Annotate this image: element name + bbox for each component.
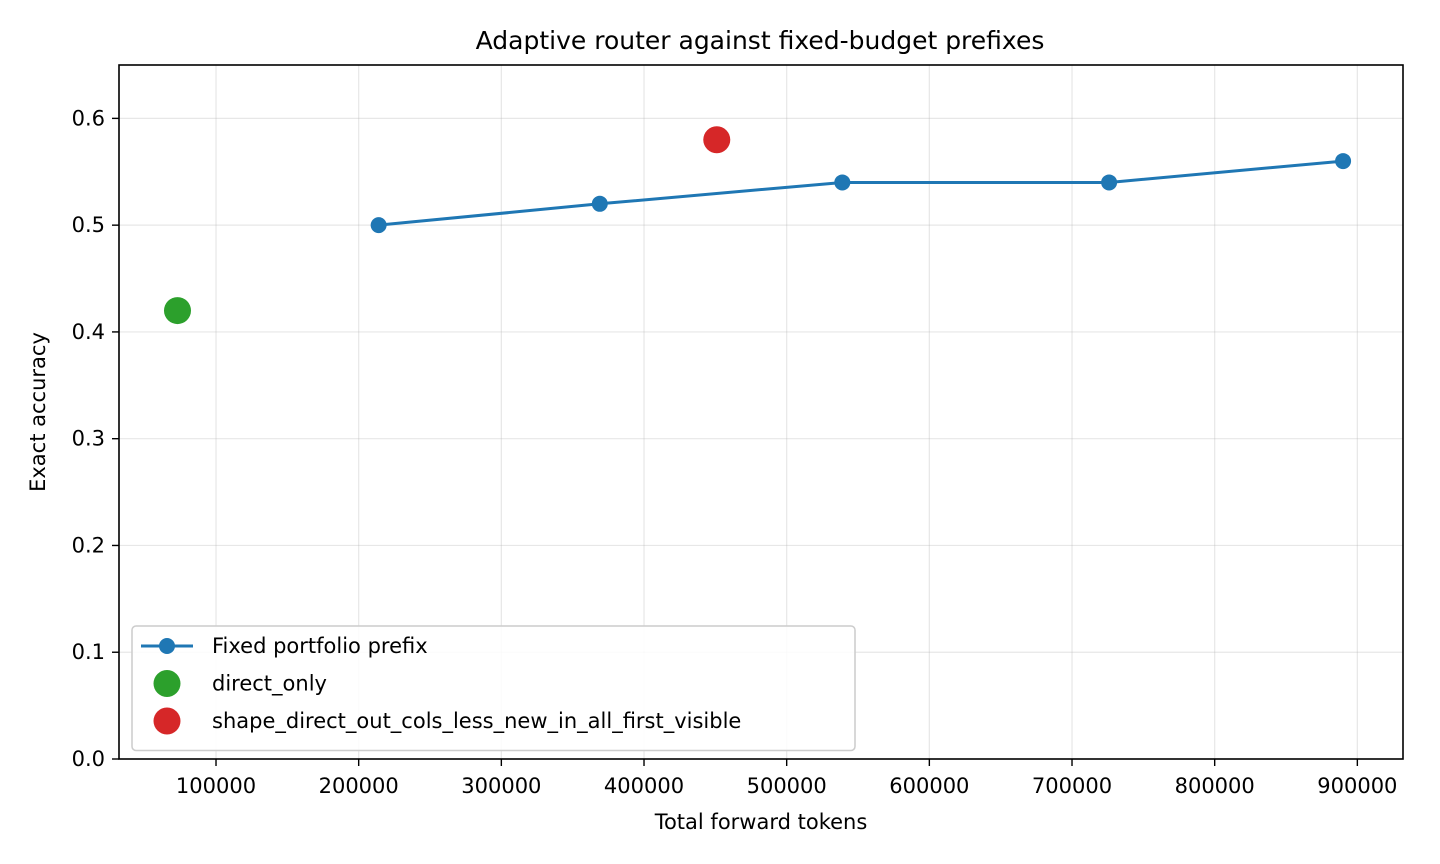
- y-axis-ticks: 0.0 0.1 0.2 0.3 0.4 0.5 0.6: [72, 106, 119, 771]
- data-point: [834, 174, 851, 191]
- y-tick-label: 0.1: [72, 640, 105, 664]
- legend-item: shape_direct_out_cols_less_new_in_all_fi…: [153, 707, 741, 735]
- legend-marker: [153, 670, 181, 697]
- y-tick-label: 0.4: [72, 320, 105, 344]
- data-point: [1335, 153, 1352, 170]
- y-tick-label: 0.6: [72, 106, 105, 130]
- legend-box: [131, 625, 856, 752]
- legend: Fixed portfolio prefix direct_only shape_d…: [131, 625, 856, 752]
- y-tick-label: 0.0: [72, 747, 105, 771]
- x-axis-label: Total forward tokens: [654, 810, 868, 834]
- x-tick-label: 900000: [1317, 774, 1397, 798]
- legend-label: shape_direct_out_cols_less_new_in_all_fi…: [212, 709, 741, 734]
- x-tick-label: 100000: [176, 774, 256, 798]
- plot-frame: [118, 64, 1404, 760]
- x-tick-label: 200000: [319, 774, 399, 798]
- legend-marker: [153, 707, 181, 735]
- series-2: [703, 126, 731, 154]
- x-tick-label: 700000: [1032, 774, 1112, 798]
- data-point: [370, 217, 387, 234]
- x-tick-label: 300000: [461, 774, 541, 798]
- data-point: [591, 195, 608, 212]
- x-tick-label: 400000: [604, 774, 684, 798]
- data-point: [1101, 174, 1118, 191]
- x-tick-label: 800000: [1175, 774, 1255, 798]
- scatter-point: [163, 297, 191, 325]
- x-tick-label: 600000: [889, 774, 969, 798]
- plot-series: [163, 126, 1352, 325]
- legend-item: Fixed portfolio prefix: [141, 634, 428, 658]
- series-0: [370, 153, 1352, 234]
- y-tick-label: 0.2: [72, 533, 105, 557]
- legend-label: direct_only: [212, 672, 327, 697]
- legend-label: Fixed portfolio prefix: [212, 634, 428, 658]
- x-axis-ticks: 100000 200000 300000 400000 500000 600000 7000…: [176, 759, 1397, 798]
- chart-title: Adaptive router against fixed-budget pre…: [476, 26, 1045, 55]
- legend-item: direct_only: [153, 670, 327, 697]
- y-tick-label: 0.5: [72, 213, 105, 237]
- x-tick-label: 500000: [747, 774, 827, 798]
- legend-marker: [159, 638, 175, 654]
- y-axis-label: Exact accuracy: [26, 332, 50, 492]
- y-tick-label: 0.3: [72, 427, 105, 451]
- series-1: [163, 297, 191, 325]
- scatter-point: [703, 126, 731, 154]
